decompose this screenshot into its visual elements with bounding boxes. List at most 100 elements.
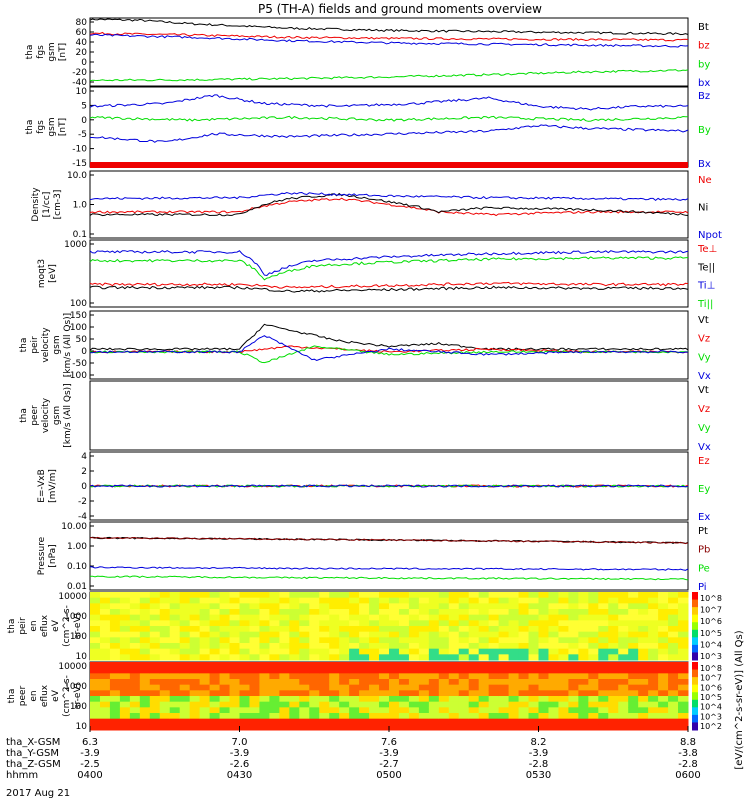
spectrogram-cell: [618, 603, 629, 610]
spectrogram-cell: [189, 637, 201, 644]
spectrogram-cell: [448, 707, 460, 714]
spectrogram-cell: [99, 603, 111, 610]
spectrogram-cell: [309, 626, 320, 633]
spectrogram-cell: [209, 620, 221, 627]
spectrogram-cell: [558, 597, 569, 604]
spectrogram-cell: [458, 662, 470, 669]
spectrogram-cell: [279, 620, 290, 627]
spectrogram-cell: [508, 713, 520, 720]
spectrogram-cell: [548, 724, 559, 731]
spectrogram-cell: [219, 654, 231, 661]
spectrogram-cell: [199, 603, 211, 610]
spectrogram-cell: [359, 696, 370, 703]
spectrogram-cell: [528, 673, 539, 680]
spectrogram-cell: [658, 718, 669, 725]
y-axis-label-line: sr-eV): [73, 683, 83, 709]
spectrogram-cell: [598, 696, 609, 703]
spectrogram-cell: [279, 662, 290, 669]
spectrogram-cell: [508, 648, 520, 655]
spectrogram-cell: [379, 724, 390, 731]
spectrogram-cell: [658, 724, 669, 731]
spectrogram-cell: [598, 614, 609, 621]
spectrogram-cell: [229, 707, 240, 714]
spectrogram-cell: [379, 603, 390, 610]
spectrogram-cell: [478, 696, 490, 703]
spectrogram-cell: [618, 684, 629, 691]
y-tick-label: -4: [78, 512, 87, 522]
spectrogram-cell: [329, 679, 340, 686]
spectrogram-cell: [608, 592, 619, 599]
y-tick-label: 10000: [58, 592, 87, 602]
spectrogram-cell: [209, 673, 221, 680]
spectrogram-cell: [349, 654, 360, 661]
spectrogram-cell: [558, 690, 569, 697]
spectrogram-cell: [269, 648, 280, 655]
spectrogram-cell: [379, 614, 390, 621]
spectrogram-cell: [229, 603, 240, 610]
spectrogram-cell: [339, 637, 350, 644]
spectrogram-cell: [528, 718, 539, 725]
spectrogram-cell: [199, 654, 211, 661]
spectrogram-cell: [448, 592, 460, 599]
colorbar-tick-label: 10^4: [700, 703, 722, 712]
spectrogram-cell: [418, 701, 430, 708]
spectrogram-cell: [169, 637, 181, 644]
spectrogram-cell: [349, 648, 360, 655]
spectrogram-cell: [339, 620, 350, 627]
spectrogram-cell: [209, 662, 221, 669]
spectrogram-cell: [129, 592, 141, 599]
spectrogram-cell: [408, 713, 420, 720]
colorbar-tick-label: 10^6: [700, 683, 722, 692]
spectrogram-cell: [249, 643, 260, 650]
spectrogram-cell: [379, 718, 390, 725]
y-tick-label: 0.1: [73, 230, 87, 240]
spectrogram-cell: [538, 662, 549, 669]
spectrogram-cell: [448, 673, 460, 680]
spectrogram-cell: [329, 667, 340, 674]
series-line-Ti||: [89, 256, 689, 281]
spectrogram-cell: [528, 679, 539, 686]
spectrogram-cell: [99, 696, 111, 703]
spectrogram-cell: [109, 707, 121, 714]
spectrogram-cell: [558, 673, 569, 680]
spectrogram-cell: [369, 592, 380, 599]
spectrogram-cell: [209, 603, 221, 610]
spectrogram-cell: [488, 667, 500, 674]
spectrogram-cell: [678, 701, 689, 708]
legend-label: Bz: [698, 91, 710, 102]
spectrogram-cell: [668, 696, 679, 703]
spectrogram-cell: [339, 603, 350, 610]
spectrogram-cell: [99, 662, 111, 669]
spectrogram-cell: [309, 637, 320, 644]
spectrogram-cell: [169, 648, 181, 655]
spectrogram-cell: [538, 701, 549, 708]
spectrogram-cell: [658, 696, 669, 703]
spectrogram-cell: [448, 603, 460, 610]
y-tick-label: -20: [72, 68, 87, 78]
legend-label: Vx: [698, 371, 711, 382]
spectrogram-cell: [339, 667, 350, 674]
spectrogram-cell: [398, 696, 410, 703]
spectrogram-cell: [219, 673, 231, 680]
y-axis-label-line: peir: [30, 336, 40, 354]
spectrogram-cell: [518, 690, 530, 697]
spectrogram-cell: [628, 701, 639, 708]
spectrogram-cell: [139, 662, 151, 669]
spectrogram-cell: [209, 654, 221, 661]
spectrogram-cell: [349, 597, 360, 604]
spectrogram-cell: [289, 648, 300, 655]
spectrogram-cell: [359, 637, 370, 644]
spectrogram-cell: [468, 643, 480, 650]
spectrogram-cell: [99, 690, 111, 697]
spectrogram-cell: [478, 707, 490, 714]
spectrogram-cell: [269, 620, 280, 627]
spectrogram-cell: [329, 631, 340, 638]
spectrogram-cell: [329, 662, 340, 669]
spectrogram-cell: [628, 713, 639, 720]
spectrogram-cell: [438, 643, 450, 650]
spectrogram-cell: [528, 637, 539, 644]
x-row-value: -3.9: [529, 748, 549, 759]
spectrogram-cell: [408, 603, 420, 610]
spectrogram-cell: [398, 679, 410, 686]
